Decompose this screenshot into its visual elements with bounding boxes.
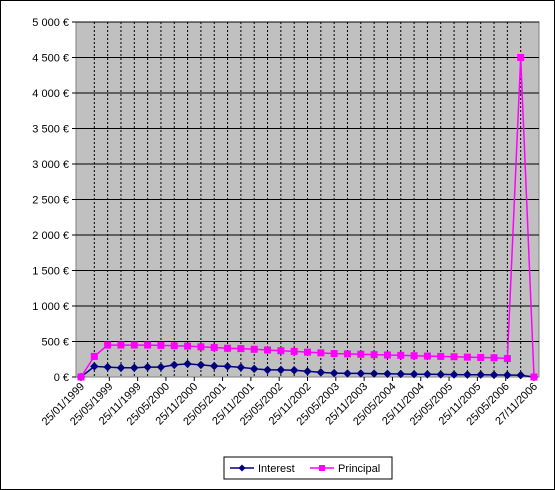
y-tick-label: 1 500 € <box>32 266 69 278</box>
data-point-interest <box>170 360 179 370</box>
y-tick-label: 5 000 € <box>32 17 69 29</box>
data-point-interest <box>289 366 299 375</box>
data-point-principal <box>423 352 431 360</box>
data-point-principal <box>450 353 458 361</box>
data-point-interest <box>130 363 139 372</box>
data-point-principal <box>77 373 85 381</box>
data-point-principal <box>90 352 98 360</box>
data-point-interest <box>423 370 432 379</box>
data-point-principal <box>117 341 125 349</box>
data-point-principal <box>290 347 298 355</box>
data-point-principal <box>210 344 218 352</box>
legend-entry-principal: Principal <box>310 463 380 475</box>
data-point-principal <box>357 350 365 358</box>
data-point-principal <box>237 345 245 353</box>
legend-box <box>223 456 393 480</box>
y-tick-label: 4 500 € <box>32 53 69 65</box>
y-axis-ticks: 0 € 500 € 1 000 € 1 500 € 2 000 € 2 500 € 3 00… <box>32 17 76 384</box>
data-point-interest <box>383 369 392 379</box>
data-point-principal <box>343 350 351 358</box>
series-layer <box>76 54 539 382</box>
data-point-interest <box>329 368 339 378</box>
data-point-interest <box>210 361 219 371</box>
data-point-interest <box>196 360 206 370</box>
data-point-interest <box>516 370 525 380</box>
data-point-interest <box>303 367 312 376</box>
data-point-interest <box>156 362 166 372</box>
y-tick-label: 3 500 € <box>32 124 69 136</box>
data-point-interest <box>489 370 499 380</box>
y-tick-label: 1 000 € <box>32 301 69 313</box>
data-point-interest <box>369 369 379 378</box>
data-point-principal <box>397 351 405 359</box>
legend-marker <box>319 465 325 471</box>
data-point-principal <box>517 54 525 61</box>
data-point-interest <box>503 370 512 380</box>
data-point-principal <box>277 347 285 355</box>
y-tick-label: 2 500 € <box>32 195 69 207</box>
data-point-interest <box>343 369 352 378</box>
data-point-interest <box>223 362 232 371</box>
data-point-interest <box>356 369 366 378</box>
data-point-principal <box>224 344 232 352</box>
data-point-principal <box>170 342 178 350</box>
legend: Interest Principal <box>223 456 393 480</box>
data-point-interest <box>90 362 99 371</box>
data-point-principal <box>264 346 272 354</box>
data-point-principal <box>383 351 391 359</box>
data-point-interest <box>249 364 259 374</box>
data-point-interest <box>409 369 419 379</box>
data-point-principal <box>490 354 498 362</box>
data-point-principal <box>197 343 205 351</box>
data-point-principal <box>410 352 418 360</box>
y-tick-label: 500 € <box>41 337 69 349</box>
legend-entry-interest: Interest <box>230 463 295 475</box>
legend-marker <box>238 464 246 472</box>
y-tick-label: 0 € <box>54 372 69 384</box>
data-point-interest <box>449 370 459 379</box>
data-point-interest <box>276 365 286 375</box>
data-point-interest <box>103 362 112 372</box>
data-point-interest <box>316 368 326 377</box>
grid-layer <box>76 21 539 377</box>
data-point-principal <box>530 373 538 381</box>
data-point-interest <box>116 363 126 372</box>
data-point-interest <box>183 359 192 369</box>
data-point-principal <box>463 353 471 361</box>
y-tick-label: 3 000 € <box>32 159 69 171</box>
data-point-principal <box>304 348 311 356</box>
data-point-interest <box>143 362 152 372</box>
data-point-interest <box>263 365 272 375</box>
data-point-principal <box>250 345 258 353</box>
data-point-principal <box>437 352 445 360</box>
series-principal <box>77 54 538 381</box>
data-point-principal <box>370 351 378 359</box>
data-point-principal <box>157 341 165 349</box>
data-point-principal <box>477 353 485 361</box>
data-point-interest <box>396 369 405 379</box>
legend-label: Principal <box>338 463 380 475</box>
data-point-interest <box>476 370 485 379</box>
data-point-principal <box>317 349 325 357</box>
data-point-principal <box>130 341 138 349</box>
data-point-principal <box>330 350 338 358</box>
data-point-interest <box>436 370 445 379</box>
data-point-principal <box>144 341 152 349</box>
legend-label: Interest <box>258 463 295 475</box>
y-tick-label: 4 000 € <box>32 88 69 100</box>
data-point-interest <box>236 363 246 372</box>
data-point-principal <box>104 341 112 349</box>
y-tick-label: 2 000 € <box>32 230 69 242</box>
data-point-principal <box>503 355 511 363</box>
data-point-principal <box>184 342 192 350</box>
data-point-interest <box>463 370 472 379</box>
